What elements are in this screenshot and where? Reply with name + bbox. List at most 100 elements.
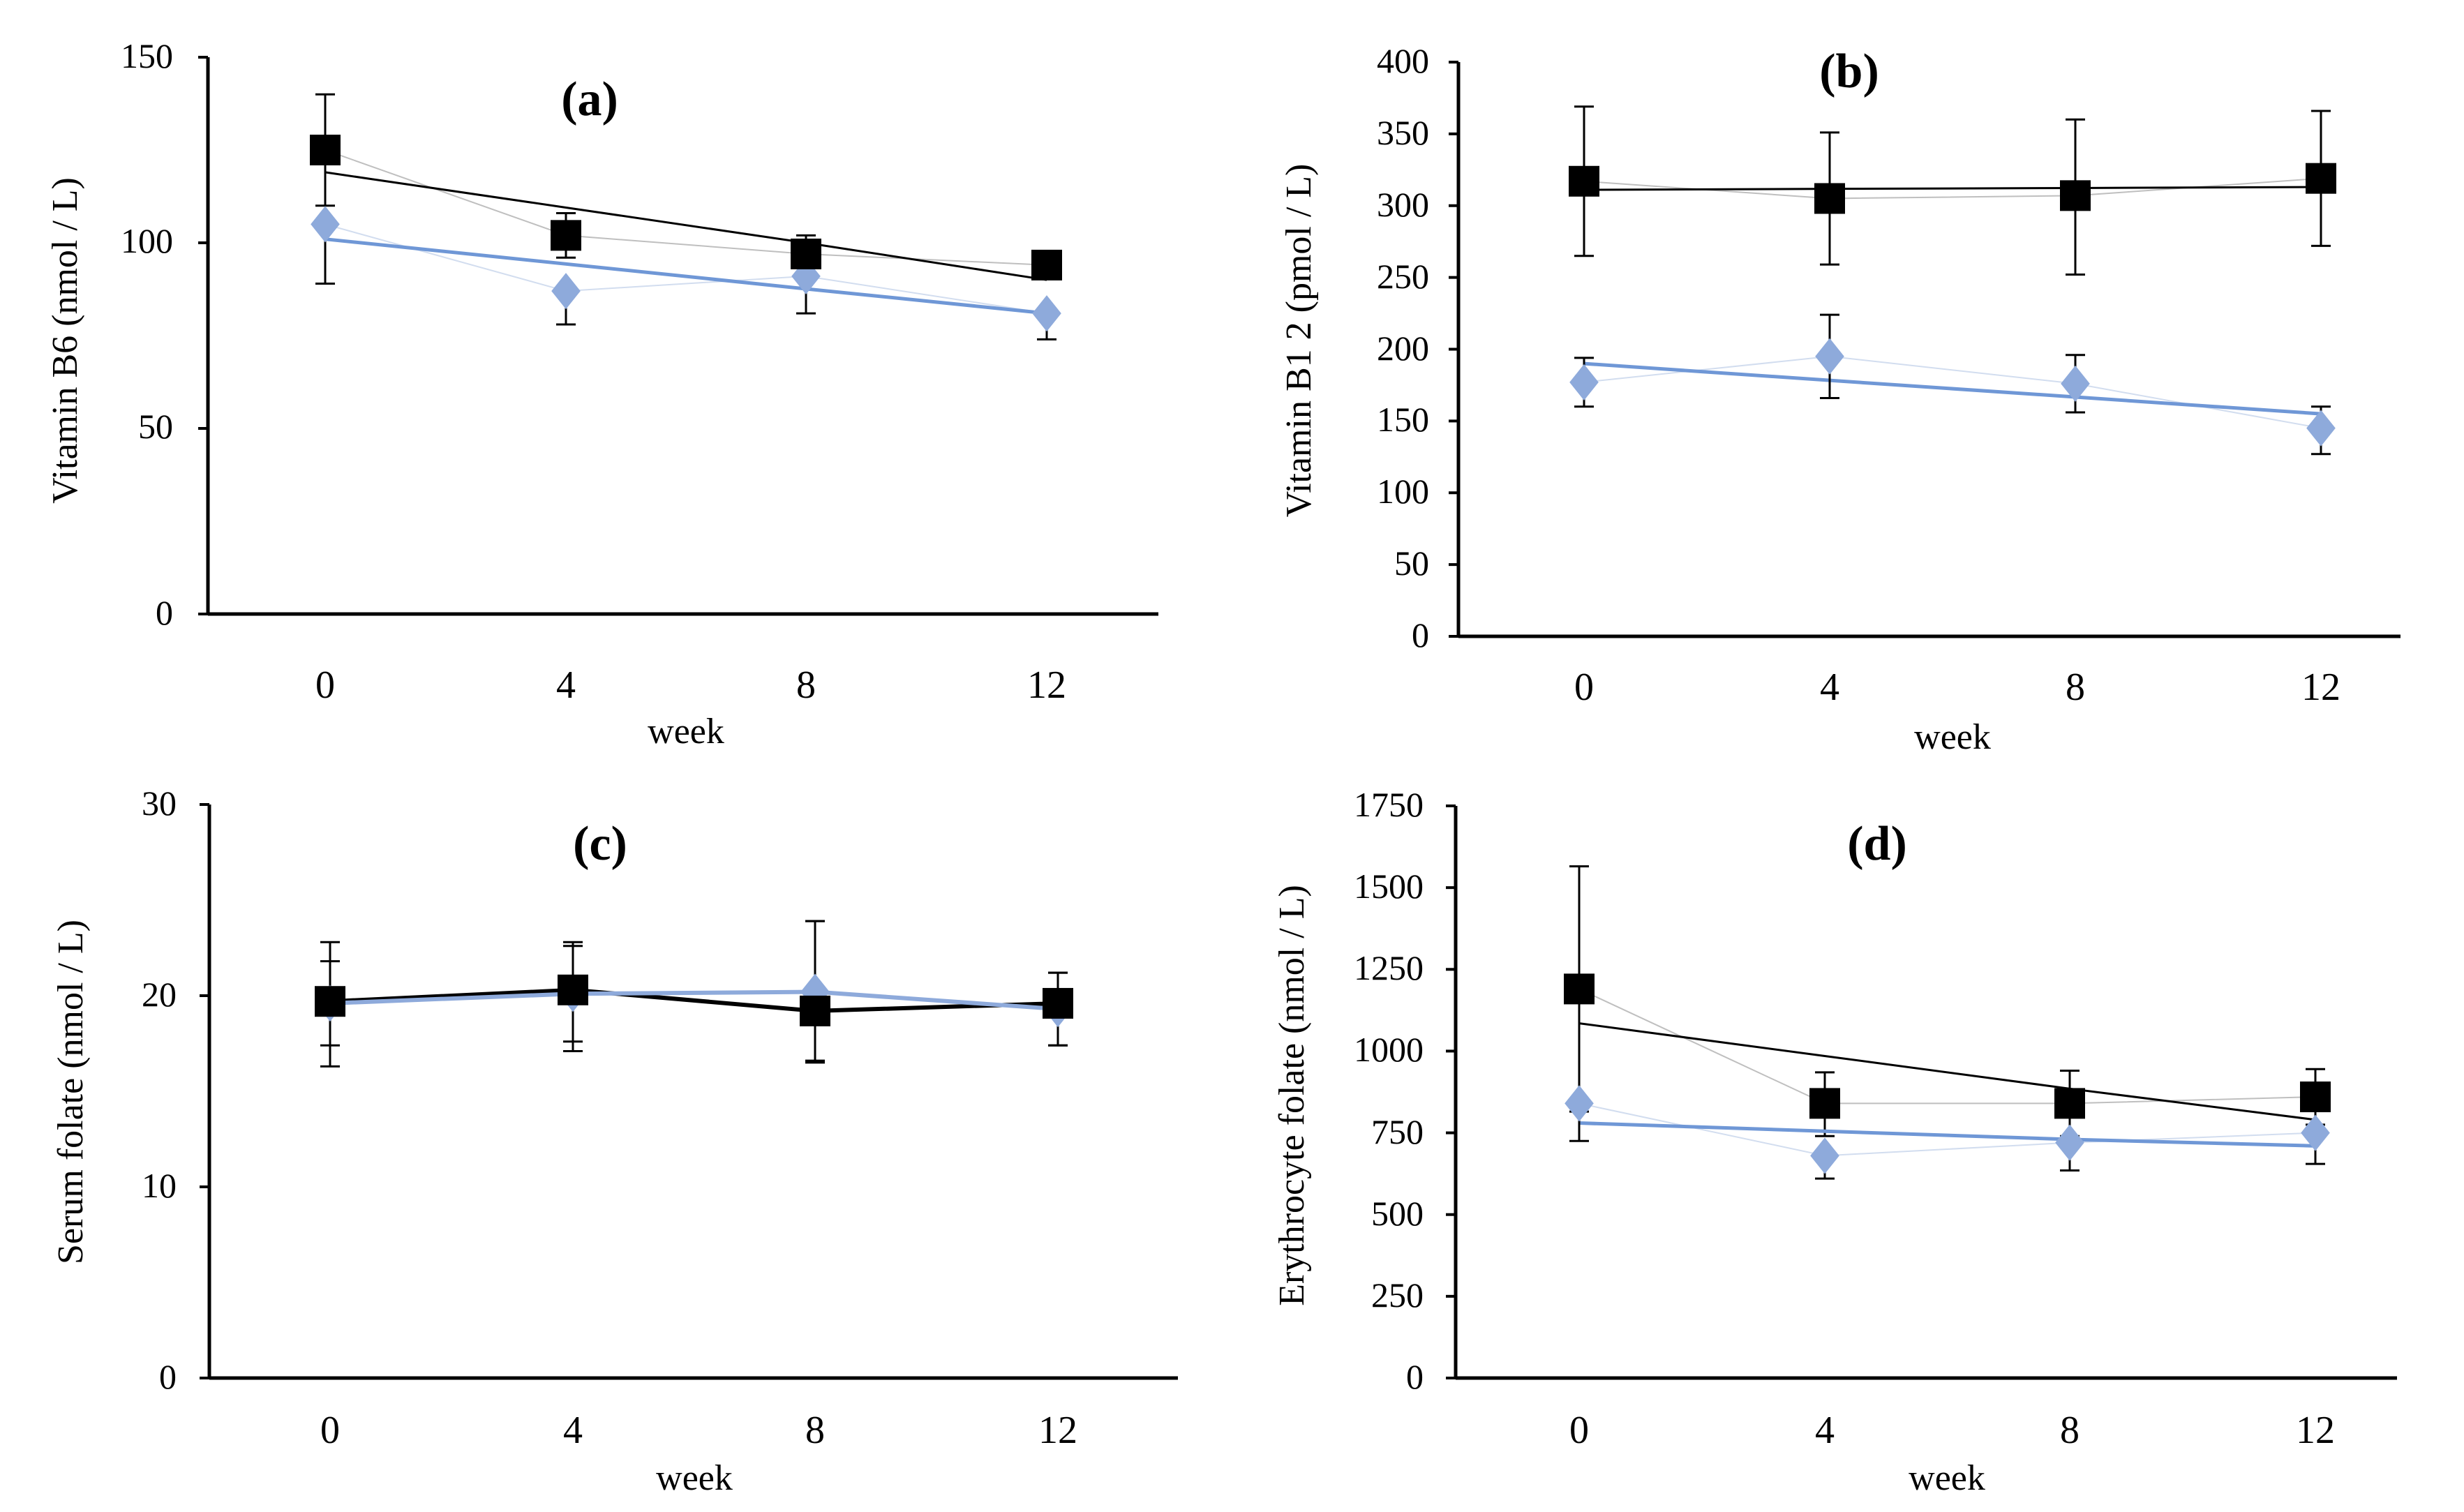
x-axis-title: week: [1909, 1458, 1985, 1498]
y-tick-label: 350: [1377, 113, 1429, 152]
x-tick-label: 4: [563, 1409, 583, 1452]
data-point-square: [2306, 163, 2336, 194]
data-point-square: [1809, 1088, 1840, 1119]
chart-panel-d: (d) Erythrocyte folate (nmol / L) week 0…: [1272, 785, 2397, 1498]
x-axis-title: week: [648, 712, 724, 751]
data-point-square: [1569, 165, 1599, 197]
y-tick-label: 20: [142, 975, 177, 1014]
series-line-light: [329, 989, 1059, 1012]
trendline-light: [1578, 1121, 2316, 1148]
data-point-square: [1564, 973, 1595, 1005]
y-tick-label: 1500: [1354, 867, 1424, 906]
y-tick-label: 50: [1394, 544, 1429, 583]
series-line-dark: [329, 987, 1059, 1013]
x-tick-label: 0: [1569, 1409, 1589, 1452]
data-point-square: [315, 986, 345, 1017]
series-line-light: [1578, 1102, 2316, 1157]
chart-panel-b: (b) Vitamin B1 2 (pmol / L) week 0 50 10…: [1279, 41, 2400, 757]
trendline-light: [1583, 361, 2322, 416]
trendline-light: [324, 237, 1047, 315]
chart-title: (d): [1847, 817, 1907, 871]
data-point-square: [1814, 183, 1845, 214]
x-tick-labels: 0 4 8 12: [315, 664, 1066, 707]
chart-marks: [1449, 61, 2400, 638]
x-tick-label: 12: [2296, 1409, 2335, 1452]
y-tick-label: 1000: [1354, 1030, 1424, 1069]
y-tick-label: 150: [1377, 400, 1429, 439]
y-axis-title: Vitamin B6 (nmol / L): [45, 177, 85, 504]
x-tick-label: 12: [1027, 664, 1066, 707]
data-point-square: [2300, 1081, 2331, 1113]
x-tick-label: 8: [805, 1409, 825, 1452]
data-point-square: [1031, 249, 1062, 280]
y-tick-label: 30: [142, 784, 177, 823]
data-point-diamond: [551, 273, 581, 310]
y-tick-label: 400: [1377, 41, 1429, 80]
chart-title: (c): [573, 817, 627, 871]
data-point-diamond: [1815, 338, 1844, 375]
y-tick-label: 750: [1371, 1112, 1424, 1151]
trendline-dark: [1583, 186, 2322, 191]
y-tick-labels: 0 50 100 150: [121, 36, 173, 632]
x-tick-label: 4: [556, 664, 576, 707]
y-tick-label: 10: [142, 1166, 177, 1205]
data-point-square: [800, 995, 830, 1026]
series-line-dark: [1578, 988, 2316, 1105]
x-tick-label: 0: [320, 1409, 340, 1452]
x-axis-title: week: [1914, 717, 1991, 757]
x-tick-labels: 0 4 8 12: [1574, 666, 2340, 709]
y-tick-label: 300: [1377, 185, 1429, 224]
y-tick-label: 0: [159, 1357, 177, 1396]
x-axis-title: week: [656, 1458, 733, 1498]
x-tick-label: 4: [1815, 1409, 1835, 1452]
x-tick-label: 0: [1574, 666, 1594, 709]
y-tick-label: 200: [1377, 329, 1429, 368]
trendline-dark: [324, 171, 1047, 281]
data-point-diamond: [1032, 295, 1061, 332]
data-point-square: [2060, 180, 2091, 211]
trendline-dark: [1578, 1022, 2316, 1121]
data-point-diamond: [2301, 1114, 2330, 1151]
data-point-diamond: [2061, 365, 2090, 402]
y-tick-labels: 0 250 500 750 1000 1250 1500 1750: [1354, 785, 1424, 1396]
chart-marks: [200, 803, 1178, 1380]
data-point-diamond: [1810, 1137, 1839, 1174]
data-point-square: [2054, 1088, 2085, 1119]
x-tick-label: 8: [2060, 1409, 2080, 1452]
chart-marks: [1446, 804, 2397, 1380]
data-point-square: [310, 135, 341, 165]
data-point-diamond: [1569, 364, 1599, 401]
data-point-diamond: [311, 206, 340, 243]
y-tick-label: 1250: [1354, 948, 1424, 987]
y-axis-title: Erythrocyte folate (nmol / L): [1272, 885, 1312, 1306]
chart-marks: [198, 56, 1158, 616]
x-tick-label: 8: [796, 664, 816, 707]
y-tick-label: 250: [1377, 257, 1429, 296]
x-tick-label: 8: [2066, 666, 2085, 709]
y-tick-label: 100: [121, 221, 173, 260]
y-axis-title: Vitamin B1 2 (pmol / L): [1279, 164, 1319, 518]
data-point-square: [1043, 987, 1073, 1019]
y-tick-label: 0: [1406, 1357, 1424, 1396]
series-line-dark: [324, 149, 1047, 266]
x-tick-label: 4: [1820, 666, 1839, 709]
y-tick-label: 0: [156, 593, 173, 632]
y-tick-label: 250: [1371, 1275, 1424, 1315]
data-point-diamond: [2055, 1124, 2084, 1161]
chart-panel-a: (a) Vitamin B6 (nmol / L) week 0 50 100 …: [45, 36, 1158, 751]
data-point-square: [558, 974, 588, 1005]
x-tick-label: 0: [315, 664, 335, 707]
x-tick-label: 12: [1038, 1409, 1077, 1452]
y-tick-label: 1750: [1354, 785, 1424, 824]
y-tick-label: 0: [1412, 615, 1429, 654]
series-line-light: [324, 223, 1047, 315]
y-tick-label: 50: [138, 407, 173, 446]
x-tick-label: 12: [2301, 666, 2340, 709]
data-point-diamond: [1565, 1085, 1594, 1122]
y-tick-labels: 0 50 100 150 200 250 300 350 400: [1377, 41, 1429, 654]
y-tick-label: 150: [121, 36, 173, 75]
y-tick-label: 100: [1377, 472, 1429, 511]
data-point-square: [791, 238, 821, 269]
